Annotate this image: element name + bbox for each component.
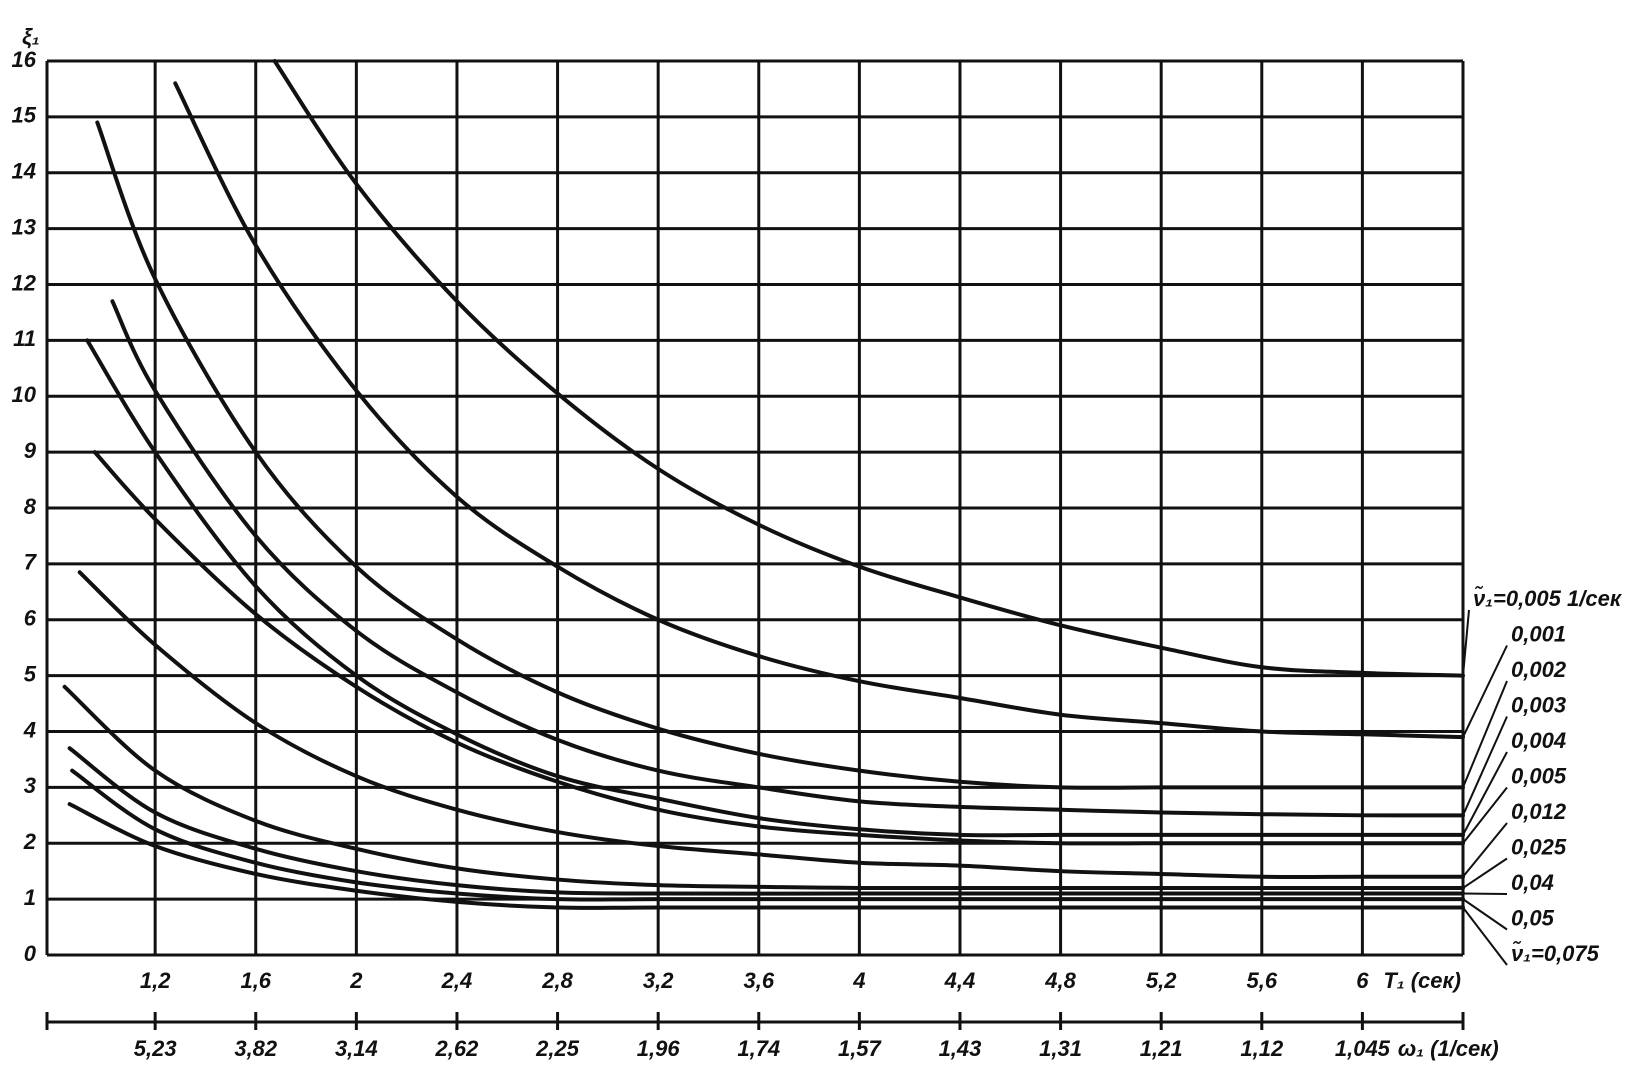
- label-leader: [1462, 716, 1508, 816]
- y-tick-label: 4: [23, 717, 36, 742]
- series-label: 0,012: [1511, 799, 1567, 824]
- curve: [85, 338, 1465, 838]
- x2-tick-label: 1,57: [838, 1036, 883, 1061]
- y-tick-label: 0: [24, 941, 37, 966]
- y-tick-label: 16: [12, 47, 37, 72]
- y-tick-label: 1: [24, 885, 36, 910]
- label-leader: [1462, 898, 1508, 931]
- x-tick-label: 2,8: [541, 968, 573, 993]
- label-leader: [1462, 786, 1508, 844]
- curve: [92, 450, 1465, 846]
- x-tick-label: 4: [852, 968, 865, 993]
- series-label: 0,004: [1511, 728, 1566, 753]
- x-tick-label: 4,8: [1044, 968, 1076, 993]
- label-leader: [1462, 822, 1508, 878]
- y-tick-label: 3: [24, 773, 36, 798]
- x2-tick-label: 3,14: [335, 1036, 378, 1061]
- label-leader: [1462, 857, 1508, 889]
- x2-tick-label: 2,25: [535, 1036, 580, 1061]
- curve: [95, 120, 1465, 790]
- series-label: ν̃₁=0,005 1/сек: [1473, 586, 1623, 611]
- x-tick-label: 3,6: [743, 968, 774, 993]
- y-tick-label: 13: [12, 214, 36, 239]
- y-tick-label: 7: [24, 550, 38, 575]
- series-label: 0,005: [1511, 763, 1567, 788]
- curve: [173, 81, 1465, 740]
- x-tick-label: 4,4: [944, 968, 976, 993]
- y-tick-label: 15: [12, 103, 37, 128]
- x2-tick-label: 1,43: [939, 1036, 982, 1061]
- label-leader: [1462, 906, 1508, 966]
- label-leader: [1462, 645, 1508, 738]
- y-tick-label: 8: [24, 494, 37, 519]
- label-leader: [1462, 680, 1508, 788]
- y-tick-label: 9: [24, 438, 37, 463]
- x-tick-label: 1,2: [140, 968, 171, 993]
- y-tick-label: 2: [23, 829, 37, 854]
- x2-tick-label: 1,74: [737, 1036, 780, 1061]
- series-label: 0,003: [1511, 692, 1566, 717]
- curve: [77, 570, 1465, 879]
- x2-tick-label: 1,96: [637, 1036, 681, 1061]
- x-tick-label: 2: [349, 968, 363, 993]
- y-tick-label: 11: [13, 326, 36, 351]
- x-axis-label: T₁ (сек): [1383, 968, 1461, 993]
- x-tick-label: 5,6: [1246, 968, 1277, 993]
- x2-tick-label: 1,21: [1140, 1036, 1183, 1061]
- series-label: 0,001: [1511, 621, 1566, 646]
- x-tick-label: 5,2: [1146, 968, 1177, 993]
- x2-tick-label: 1,045: [1335, 1036, 1391, 1061]
- series-label: 0,002: [1511, 657, 1567, 682]
- x-tick-label: 2,4: [441, 968, 473, 993]
- curve: [70, 768, 1465, 902]
- y-tick-label: 5: [24, 661, 37, 686]
- curve: [62, 684, 1465, 891]
- y-tick-label: 6: [24, 606, 37, 631]
- y-axis-label: ξ₁: [22, 24, 40, 49]
- x2-tick-label: 5,23: [134, 1036, 177, 1061]
- x-tick-label: 1,6: [240, 968, 271, 993]
- series-label: ν̃₁=0,075: [1511, 941, 1600, 966]
- curve: [67, 802, 1465, 910]
- curve: [110, 299, 1465, 818]
- x2-tick-label: 1,12: [1240, 1036, 1284, 1061]
- x-tick-label: 3,2: [643, 968, 674, 993]
- x2-tick-label: 2,62: [435, 1036, 480, 1061]
- curve: [272, 59, 1465, 678]
- series-label: 0,04: [1511, 870, 1554, 895]
- x2-tick-label: 1,31: [1039, 1036, 1082, 1061]
- series-label: 0,025: [1511, 834, 1567, 859]
- series-label: 0,05: [1511, 905, 1555, 930]
- y-tick-label: 14: [12, 159, 36, 184]
- y-tick-label: 10: [12, 382, 37, 407]
- x-tick-label: 6: [1356, 968, 1369, 993]
- x2-axis-label: ω₁ (1/сек): [1398, 1036, 1499, 1061]
- y-tick-label: 12: [12, 270, 37, 295]
- curve: [67, 746, 1465, 896]
- label-leader: [1462, 609, 1470, 676]
- x2-tick-label: 3,82: [234, 1036, 278, 1061]
- label-leader: [1462, 751, 1508, 836]
